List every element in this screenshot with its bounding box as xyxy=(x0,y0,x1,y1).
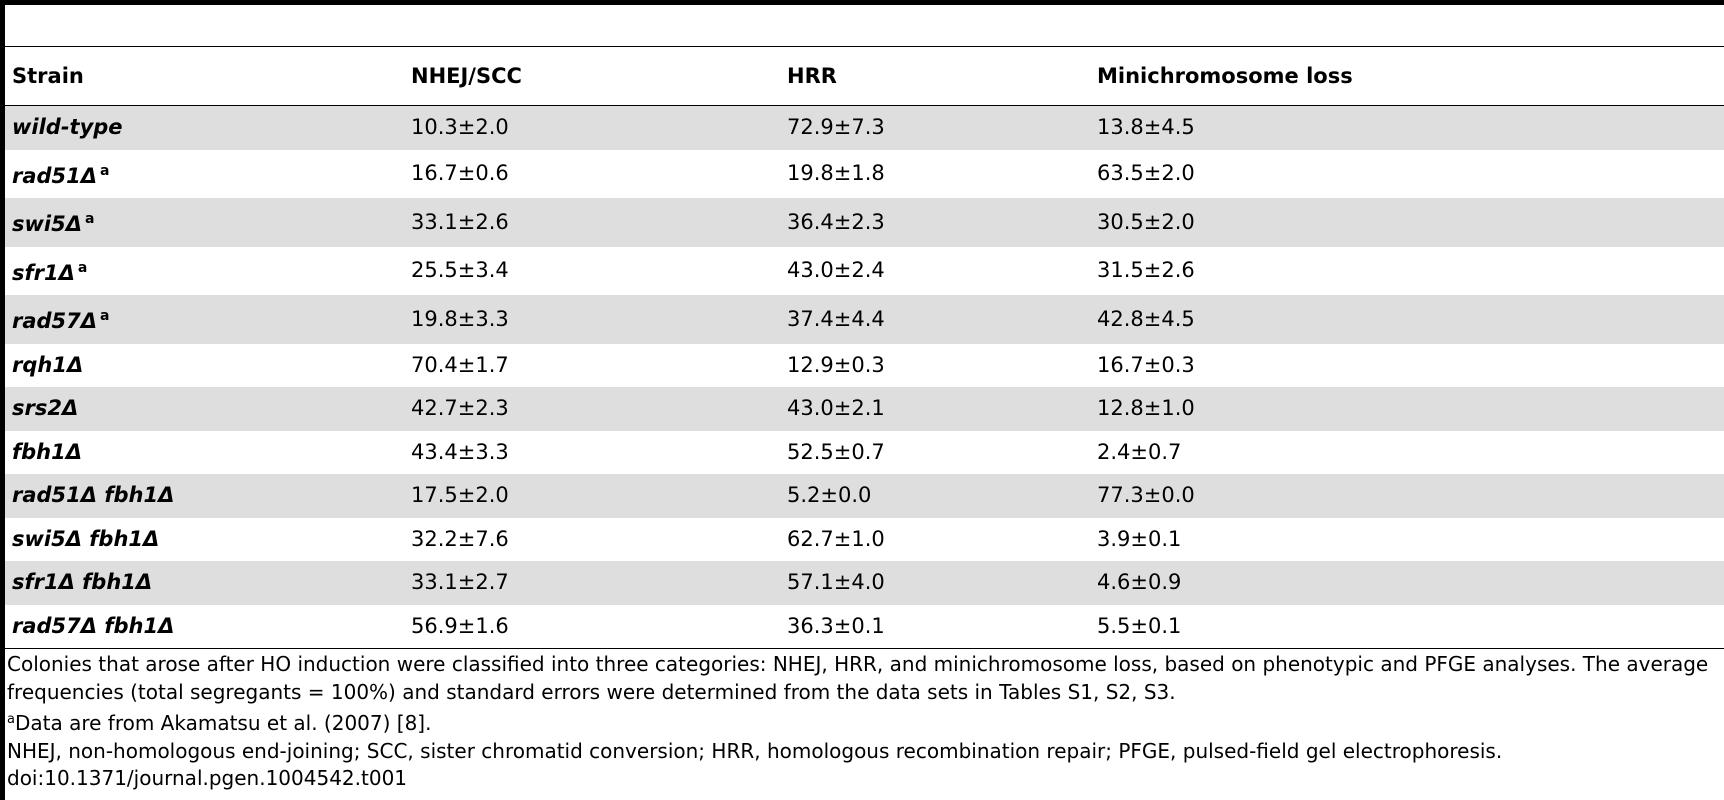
cell-nhej-scc: 25.5±3.4 xyxy=(411,258,509,282)
cell-minichromosome-loss: 12.8±1.0 xyxy=(1090,387,1724,431)
cell-minichromosome-loss: 5.5±0.1 xyxy=(1097,613,1182,638)
notes-description: Colonies that arose after HO induction w… xyxy=(7,652,1709,704)
table-row: rad57Δ a 19.8±3.3 37.4±4.4 42.8±4.5 xyxy=(5,295,1724,344)
table-row: wild-type 10.3±2.0 72.9±7.3 13.8±4.5 xyxy=(5,105,1724,150)
cell-minichromosome-loss: 16.7±0.3 xyxy=(1097,352,1195,377)
cell-minichromosome-loss: 42.8±4.5 xyxy=(1090,295,1724,344)
cell-strain: fbh1Δ xyxy=(5,431,404,475)
table-header-row: Strain NHEJ/SCC HRR Minichromosome loss xyxy=(5,46,1724,106)
cell-minichromosome-loss: 13.8±4.5 xyxy=(1090,105,1724,150)
table-row: srs2Δ 42.7±2.3 43.0±2.1 12.8±1.0 xyxy=(5,387,1724,431)
data-table: Strain NHEJ/SCC HRR Minichromosome loss … xyxy=(5,46,1724,649)
notes-abbreviations: NHEJ, non-homologous end-joining; SCC, s… xyxy=(7,738,1503,763)
cell-strain: srs2Δ xyxy=(5,387,404,431)
table-row: fbh1Δ 43.4±3.3 52.5±0.7 2.4±0.7 xyxy=(5,431,1724,475)
cell-nhej-scc: 33.1±2.7 xyxy=(404,561,780,605)
footnote-marker: a xyxy=(100,308,110,324)
cell-strain: rqh1Δ xyxy=(5,344,404,388)
strain-name: sfr1Δ fbh1Δ xyxy=(12,570,153,594)
cell-nhej-scc: 16.7±0.6 xyxy=(411,161,509,185)
cell-hrr: 37.4±4.4 xyxy=(780,295,1090,344)
cell-strain: swi5Δ a xyxy=(5,198,404,247)
strain-name: rqh1Δ xyxy=(12,352,84,377)
cell-hrr: 19.8±1.8 xyxy=(787,161,885,185)
cell-minichromosome-loss: 3.9±0.1 xyxy=(1097,526,1182,551)
strain-name: sfr1Δ xyxy=(12,260,75,285)
strain-name: swi5Δ fbh1Δ xyxy=(12,526,160,551)
cell-strain: rad57Δ fbh1Δ xyxy=(5,605,404,649)
strain-name: srs2Δ xyxy=(12,396,79,420)
cell-strain: rad51Δ a xyxy=(5,150,404,199)
cell-hrr: 12.9±0.3 xyxy=(787,352,885,377)
cell-hrr: 43.0±2.1 xyxy=(780,387,1090,431)
cell-hrr: 43.0±2.4 xyxy=(787,258,885,282)
footnote-marker: a xyxy=(100,162,110,179)
data-table-container: Strain NHEJ/SCC HRR Minichromosome loss … xyxy=(5,46,1724,649)
header-strain: Strain xyxy=(5,46,404,106)
cell-hrr: 57.1±4.0 xyxy=(780,561,1090,605)
cell-nhej-scc: 56.9±1.6 xyxy=(411,613,509,638)
cell-minichromosome-loss: 77.3±0.0 xyxy=(1090,474,1724,518)
notes-footnote: aData are from Akamatsu et al. (2007) [8… xyxy=(7,706,1717,738)
cell-hrr: 52.5±0.7 xyxy=(787,439,885,464)
header-nhej-scc: NHEJ/SCC xyxy=(404,46,780,106)
table-row: rad51Δ fbh1Δ 17.5±2.0 5.2±0.0 77.3±0.0 xyxy=(5,474,1724,518)
cell-nhej-scc: 42.7±2.3 xyxy=(404,387,780,431)
table-row: rqh1Δ 70.4±1.7 12.9±0.3 16.7±0.3 xyxy=(5,344,1724,388)
strain-name: rad51Δ fbh1Δ xyxy=(12,483,175,507)
cell-nhej-scc: 70.4±1.7 xyxy=(411,352,509,377)
notes-doi: doi:10.1371/journal.pgen.1004542.t001 xyxy=(7,766,408,790)
cell-nhej-scc: 17.5±2.0 xyxy=(404,474,780,518)
strain-name: rad57Δ fbh1Δ xyxy=(12,613,175,638)
cell-hrr: 36.4±2.3 xyxy=(780,198,1090,247)
cell-minichromosome-loss: 31.5±2.6 xyxy=(1097,258,1195,282)
left-border xyxy=(0,0,5,800)
cell-hrr: 36.3±0.1 xyxy=(787,613,885,638)
table-row: swi5Δ a 33.1±2.6 36.4±2.3 30.5±2.0 xyxy=(5,198,1724,247)
table-row: sfr1Δ fbh1Δ 33.1±2.7 57.1±4.0 4.6±0.9 xyxy=(5,561,1724,605)
table-row: rad51Δ a 16.7±0.6 19.8±1.8 63.5±2.0 xyxy=(5,150,1724,199)
table-row: swi5Δ fbh1Δ 32.2±7.6 62.7±1.0 3.9±0.1 xyxy=(5,518,1724,562)
strain-name: rad57Δ xyxy=(12,309,98,333)
cell-nhej-scc: 32.2±7.6 xyxy=(411,526,509,551)
header-hrr: HRR xyxy=(780,46,1090,106)
cell-strain: sfr1Δ fbh1Δ xyxy=(5,561,404,605)
cell-strain: sfr1Δ a xyxy=(5,247,404,296)
table-row: sfr1Δ a 25.5±3.4 43.0±2.4 31.5±2.6 xyxy=(5,247,1724,296)
cell-nhej-scc: 43.4±3.3 xyxy=(411,439,509,464)
footnote-marker: a xyxy=(84,211,95,227)
footnote-text: Data are from Akamatsu et al. (2007) [8]… xyxy=(14,711,432,735)
cell-hrr: 62.7±1.0 xyxy=(787,526,885,551)
table-row: rad57Δ fbh1Δ 56.9±1.6 36.3±0.1 5.5±0.1 xyxy=(5,605,1724,649)
header-minichromosome-loss: Minichromosome loss xyxy=(1090,46,1724,106)
cell-strain: swi5Δ fbh1Δ xyxy=(5,518,404,562)
cell-hrr: 72.9±7.3 xyxy=(780,105,1090,150)
cell-nhej-scc: 10.3±2.0 xyxy=(404,105,780,150)
cell-strain: rad51Δ fbh1Δ xyxy=(5,474,404,518)
strain-name: fbh1Δ xyxy=(12,439,82,464)
cell-nhej-scc: 33.1±2.6 xyxy=(404,198,780,247)
cell-nhej-scc: 19.8±3.3 xyxy=(404,295,780,344)
cell-minichromosome-loss: 2.4±0.7 xyxy=(1097,439,1182,464)
strain-name: wild-type xyxy=(12,115,123,139)
cell-hrr: 5.2±0.0 xyxy=(780,474,1090,518)
footnote-marker: a xyxy=(77,259,88,276)
cell-strain: rad57Δ a xyxy=(5,295,404,344)
top-rule xyxy=(0,0,1724,5)
cell-strain: wild-type xyxy=(5,105,404,150)
cell-minichromosome-loss: 4.6±0.9 xyxy=(1090,561,1724,605)
footnote-mark: a xyxy=(7,712,15,727)
cell-minichromosome-loss: 30.5±2.0 xyxy=(1090,198,1724,247)
strain-name: rad51Δ xyxy=(12,163,98,188)
strain-name: swi5Δ xyxy=(12,212,82,236)
table-body: wild-type 10.3±2.0 72.9±7.3 13.8±4.5 rad51Δ a… xyxy=(5,105,1724,649)
cell-minichromosome-loss: 63.5±2.0 xyxy=(1097,161,1195,185)
table-notes: Colonies that arose after HO induction w… xyxy=(7,651,1717,793)
